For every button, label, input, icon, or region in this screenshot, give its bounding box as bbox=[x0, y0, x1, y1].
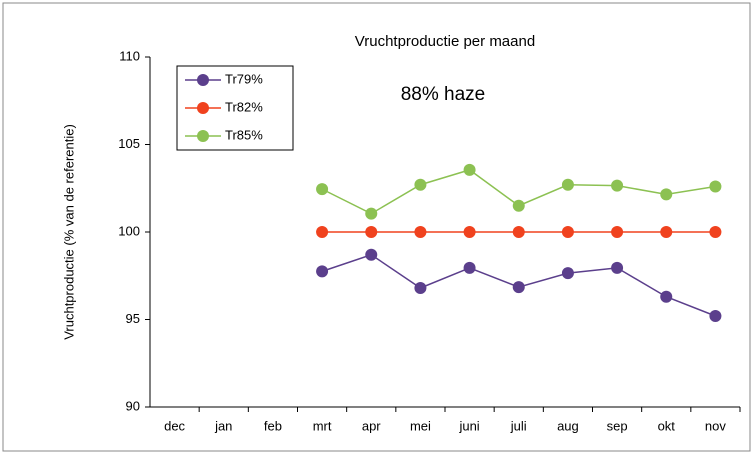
data-point bbox=[561, 178, 574, 191]
data-point bbox=[365, 248, 378, 261]
data-point bbox=[561, 226, 574, 238]
data-point bbox=[316, 265, 329, 278]
data-point bbox=[512, 199, 525, 212]
legend-marker bbox=[197, 74, 209, 86]
data-point bbox=[365, 207, 378, 220]
x-tick-label: feb bbox=[264, 418, 282, 433]
legend-marker bbox=[197, 130, 209, 142]
data-point bbox=[512, 281, 525, 294]
data-point bbox=[660, 290, 673, 303]
data-point bbox=[660, 226, 673, 238]
x-tick-label: juli bbox=[510, 418, 527, 433]
x-tick-label: jan bbox=[214, 418, 232, 433]
data-point bbox=[709, 226, 722, 238]
data-point bbox=[414, 282, 427, 294]
data-point bbox=[463, 226, 476, 238]
legend-marker bbox=[197, 102, 209, 114]
data-point bbox=[660, 188, 673, 201]
data-point bbox=[414, 226, 427, 238]
x-tick-label: dec bbox=[164, 418, 185, 433]
x-tick-label: nov bbox=[705, 418, 726, 433]
y-tick-label: 100 bbox=[118, 223, 140, 238]
data-point bbox=[463, 163, 476, 176]
x-tick-label: mei bbox=[410, 418, 431, 433]
y-tick-label: 105 bbox=[118, 136, 140, 151]
chart-title: Vruchtproductie per maand bbox=[355, 33, 535, 50]
y-tick-label: 95 bbox=[126, 311, 140, 326]
data-point bbox=[414, 178, 427, 191]
legend-label: Tr82% bbox=[225, 99, 263, 114]
data-point bbox=[316, 226, 329, 238]
data-point bbox=[316, 183, 329, 196]
y-tick-label: 90 bbox=[126, 398, 140, 413]
annotation: 88% haze bbox=[401, 84, 486, 105]
x-tick-label: mrt bbox=[313, 418, 332, 433]
y-axis-label: Vruchtproductie (% van de referentie) bbox=[61, 124, 76, 340]
data-point bbox=[611, 261, 624, 274]
x-tick-label: juni bbox=[458, 418, 479, 433]
x-tick-label: okt bbox=[658, 418, 676, 433]
x-tick-label: aug bbox=[557, 418, 579, 433]
data-point bbox=[709, 310, 722, 322]
y-tick-label: 110 bbox=[119, 48, 140, 63]
data-point bbox=[561, 267, 574, 280]
x-tick-label: apr bbox=[362, 418, 381, 433]
legend-label: Tr85% bbox=[225, 127, 263, 142]
data-point bbox=[365, 226, 378, 238]
data-point bbox=[611, 179, 624, 192]
x-tick-label: sep bbox=[607, 418, 628, 433]
data-point bbox=[709, 180, 722, 193]
data-point bbox=[611, 226, 624, 238]
legend-label: Tr79% bbox=[225, 71, 263, 86]
data-point bbox=[512, 226, 525, 238]
data-point bbox=[463, 261, 476, 274]
